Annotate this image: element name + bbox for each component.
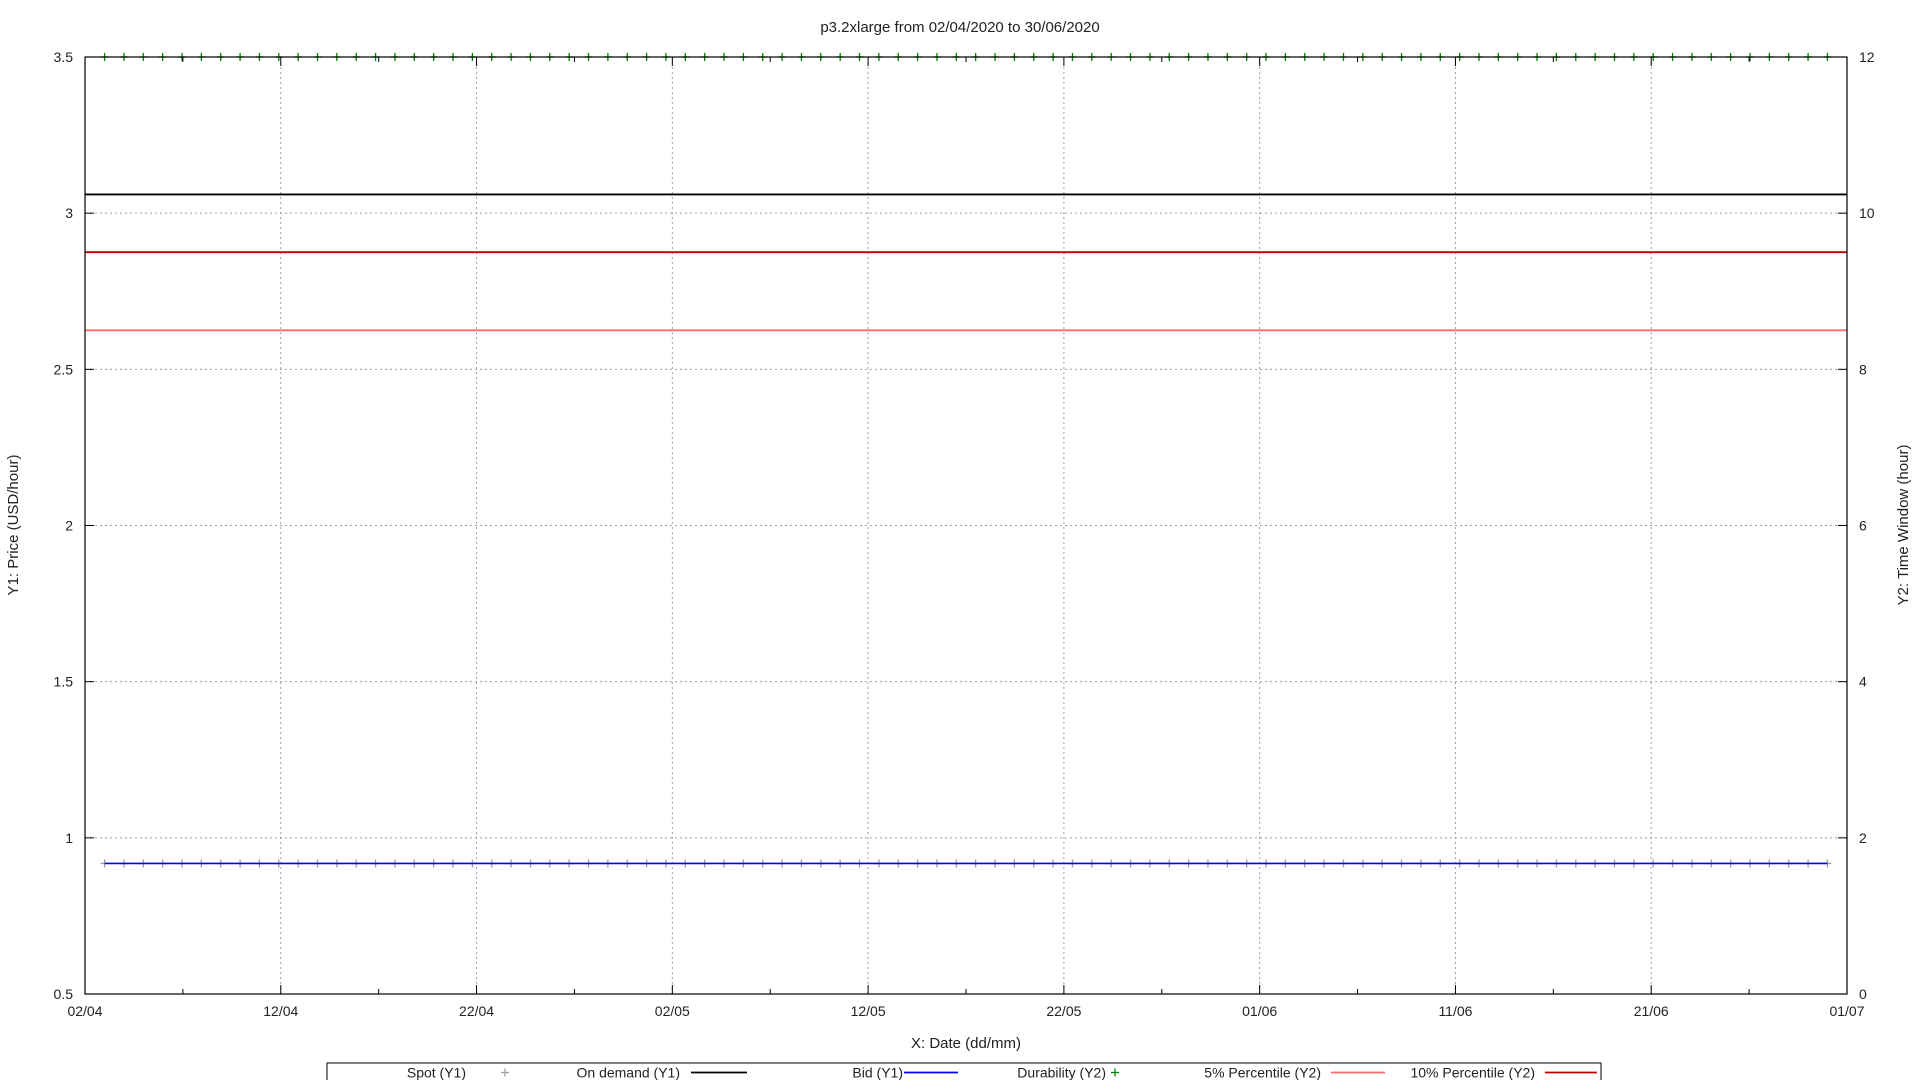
- y-tick-label: 2.5: [54, 361, 74, 377]
- x-tick-label: 12/05: [851, 1003, 886, 1019]
- legend: Spot (Y1) On demand (Y1) Bid (Y1) Durabilit…: [326, 1062, 1602, 1080]
- y2-tick-label: 2: [1859, 830, 1867, 846]
- legend-marker: [1111, 1068, 1119, 1077]
- y-axis-label: Y1: Price (USD/hour): [5, 455, 22, 596]
- y-tick-label: 3.5: [54, 49, 74, 65]
- y2-tick-label: 10: [1859, 205, 1875, 221]
- grid: [85, 57, 1847, 994]
- legend-label: Bid (Y1): [852, 1065, 903, 1080]
- y2-axis-label: Y2: Time Window (hour): [1895, 445, 1912, 606]
- y2-tick-label: 0: [1859, 986, 1867, 1002]
- legend-label: 10% Percentile (Y2): [1410, 1065, 1535, 1080]
- y2-tick-label: 12: [1859, 49, 1875, 65]
- x-tick-label: 12/04: [263, 1003, 298, 1019]
- legend-label: Spot (Y1): [407, 1065, 466, 1080]
- x-tick-label: 22/04: [459, 1003, 494, 1019]
- x-tick-label: 02/05: [655, 1003, 690, 1019]
- x-tick-label: 11/06: [1438, 1003, 1472, 1019]
- series-layer: [85, 53, 1847, 868]
- x-tick-label: 01/07: [1829, 1003, 1864, 1019]
- y-tick-label: 2: [65, 518, 73, 534]
- y-tick-label: 3: [65, 205, 73, 221]
- y2-tick-label: 4: [1859, 674, 1867, 690]
- x-tick-label: 21/06: [1634, 1003, 1669, 1019]
- y2-tick-label: 6: [1859, 518, 1867, 534]
- x-axis-label: X: Date (dd/mm): [911, 1035, 1021, 1052]
- x-tick-label: 02/04: [67, 1003, 102, 1019]
- y-tick-label: 0.5: [54, 986, 74, 1002]
- legend-label: On demand (Y1): [577, 1065, 681, 1080]
- legend-label: 5% Percentile (Y2): [1204, 1065, 1321, 1080]
- legend-box: [326, 1062, 1602, 1080]
- y2-tick-label: 8: [1859, 361, 1867, 377]
- y-tick-label: 1: [65, 830, 73, 846]
- x-tick-label: 01/06: [1242, 1003, 1277, 1019]
- legend-marker: [501, 1068, 509, 1077]
- x-tick-label: 22/05: [1046, 1003, 1081, 1019]
- y-tick-label: 1.5: [54, 674, 74, 690]
- chart-title: p3.2xlarge from 02/04/2020 to 30/06/2020: [820, 19, 1099, 36]
- legend-label: Durability (Y2): [1017, 1065, 1106, 1080]
- axes: 02/04 12/04 22/04 02/05 12/05 22/05 01/06 11/06…: [54, 49, 1875, 1019]
